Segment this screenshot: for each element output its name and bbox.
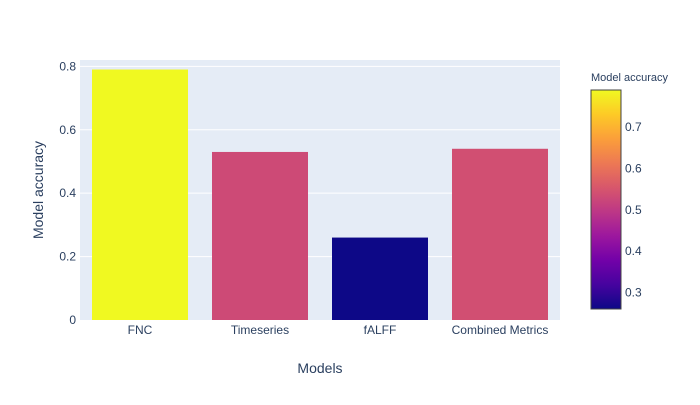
colorbar-ticks: 0.3 0.4 0.5 0.6 0.7 — [625, 120, 642, 299]
bars — [92, 69, 548, 320]
colorbar-gradient — [590, 89, 622, 310]
colorbar-tick-label: 0.7 — [625, 120, 642, 134]
y-tick-label: 0 — [69, 313, 76, 327]
x-axis-ticks: FNC Timeseries fALFF Combined Metrics — [128, 323, 549, 337]
bar-combined-metrics — [452, 148, 548, 320]
bar-falff — [332, 237, 428, 320]
x-tick-label: Combined Metrics — [452, 323, 549, 337]
x-tick-label: Timeseries — [231, 323, 289, 337]
bar-fnc — [92, 69, 188, 320]
x-tick-label: FNC — [128, 323, 153, 337]
colorbar-tick-label: 0.5 — [625, 203, 642, 217]
colorbar-tick-label: 0.3 — [625, 285, 642, 299]
colorbar-title: Model accuracy — [591, 72, 669, 84]
colorbar: Model accuracy 0.3 0.4 0.5 0.6 0.7 — [590, 72, 669, 310]
y-tick-label: 0.4 — [59, 186, 76, 200]
y-tick-label: 0.2 — [59, 250, 76, 264]
x-axis-label: Models — [297, 360, 342, 376]
y-tick-label: 0.6 — [59, 123, 76, 137]
y-axis-ticks: 0 0.2 0.4 0.6 0.8 — [59, 59, 76, 327]
colorbar-tick-label: 0.4 — [625, 244, 642, 258]
bar-timeseries — [212, 151, 308, 320]
x-tick-label: fALFF — [364, 323, 397, 337]
y-axis-label: Model accuracy — [30, 141, 46, 239]
colorbar-tick-label: 0.6 — [625, 162, 642, 176]
y-tick-label: 0.8 — [59, 59, 76, 73]
